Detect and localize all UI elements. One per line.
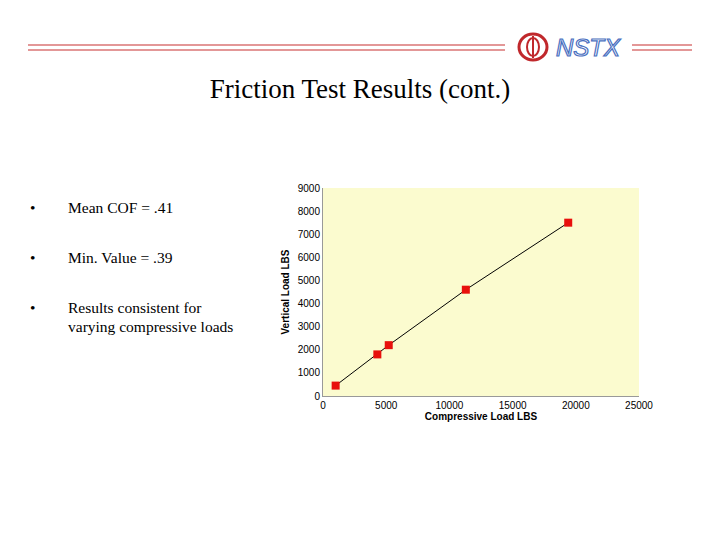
svg-text:Vertical Load LBS: Vertical Load LBS [280, 249, 291, 334]
svg-text:7000: 7000 [298, 229, 321, 240]
svg-text:1000: 1000 [298, 367, 321, 378]
svg-text:3000: 3000 [298, 321, 321, 332]
html-text:Min. Value = .39: Min. Value = .39 [68, 249, 173, 266]
svg-text:2000: 2000 [298, 344, 321, 355]
svg-text:10000: 10000 [435, 400, 463, 411]
svg-text:6000: 6000 [298, 252, 321, 263]
svg-text:5000: 5000 [375, 400, 398, 411]
svg-text:4000: 4000 [298, 298, 321, 309]
svg-text:20000: 20000 [562, 400, 590, 411]
svg-text:15000: 15000 [499, 400, 527, 411]
html-text:Mean COF = .41: Mean COF = .41 [68, 199, 174, 216]
svg-text:NSTX: NSTX [556, 34, 621, 61]
svg-text:8000: 8000 [298, 206, 321, 217]
svg-text:5000: 5000 [298, 275, 321, 286]
svg-text:Compressive Load LBS: Compressive Load LBS [425, 411, 538, 422]
html-text:Friction Test Results (cont.): Friction Test Results (cont.) [209, 74, 511, 104]
svg-text:25000: 25000 [625, 400, 653, 411]
svg-text:0: 0 [320, 400, 326, 411]
svg-text:9000: 9000 [298, 183, 321, 194]
svg-text:0: 0 [314, 391, 320, 402]
html-text:Results consistent for varying: Results consistent for varying compressi… [68, 299, 234, 335]
